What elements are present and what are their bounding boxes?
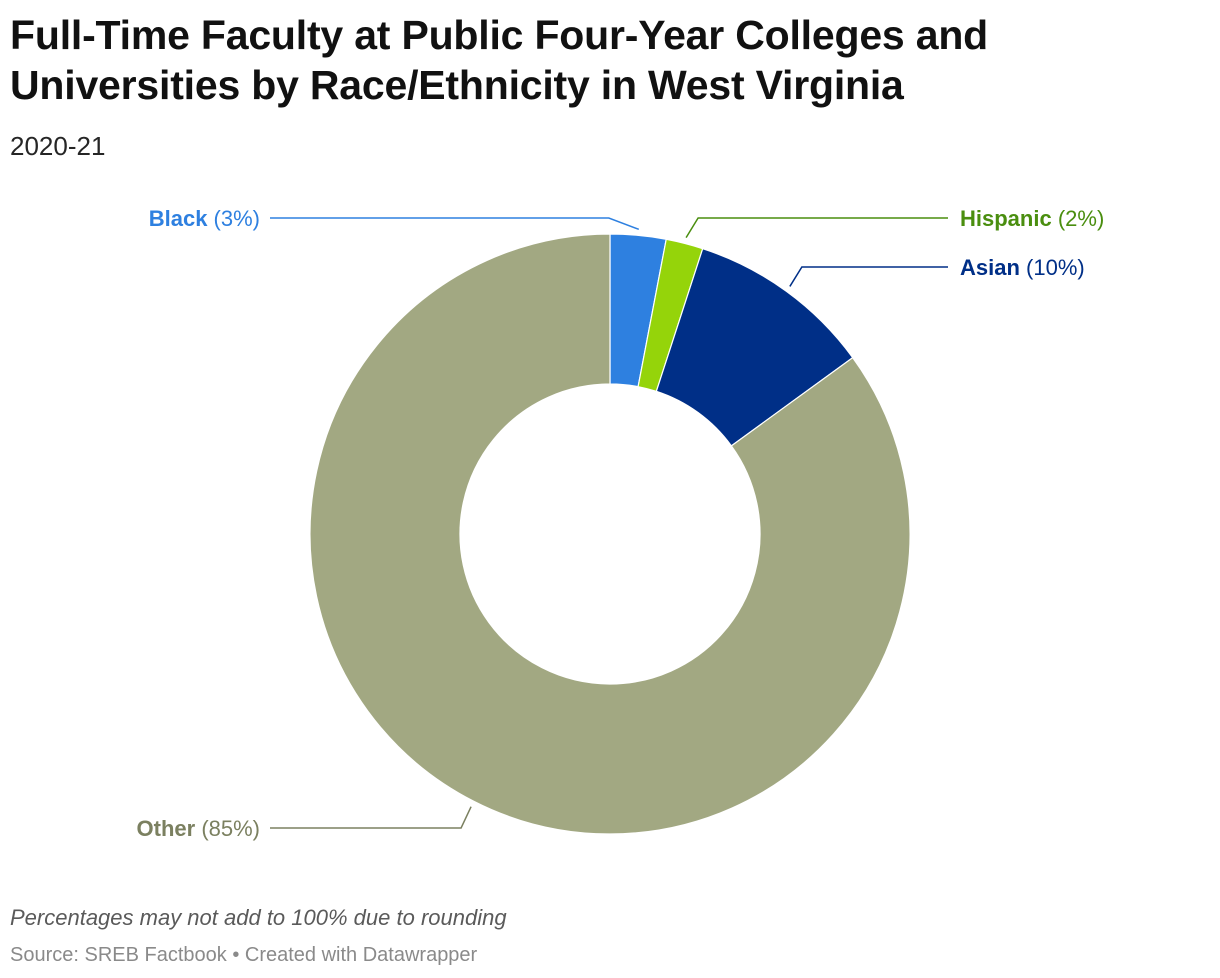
leader-line-asian	[789, 266, 948, 287]
label-value-asian: (10%)	[1020, 255, 1085, 280]
label-name-black: Black	[149, 206, 208, 231]
footnote: Percentages may not add to 100% due to r…	[10, 905, 507, 930]
label-value-black: (3%)	[207, 206, 260, 231]
label-value-other: (85%)	[195, 816, 260, 841]
label-name-hispanic: Hispanic	[960, 206, 1052, 231]
leader-line-black	[270, 217, 640, 231]
chart-title: Full-Time Faculty at Public Four-Year Co…	[10, 12, 989, 108]
chart-subtitle: 2020-21	[10, 131, 106, 161]
label-name-asian: Asian	[960, 255, 1020, 280]
leader-line-hispanic	[685, 217, 948, 239]
label-black: Black (3%)	[149, 206, 260, 231]
label-asian: Asian (10%)	[960, 255, 1085, 280]
label-other: Other (85%)	[137, 816, 260, 841]
slice-labels: Black (3%) Hispanic (2%) Asian (10%) Other …	[137, 206, 1105, 841]
slice-other[interactable]	[309, 233, 911, 835]
label-leader-lines	[270, 217, 948, 829]
label-name-other: Other	[137, 816, 196, 841]
source-credit: Source: SREB Factbook • Created with Dat…	[10, 944, 478, 966]
leader-line-other	[270, 806, 472, 829]
donut-chart: Black (3%) Hispanic (2%) Asian (10%) Other …	[137, 206, 1105, 841]
donut-slices	[309, 233, 911, 835]
label-hispanic: Hispanic (2%)	[960, 206, 1104, 231]
label-value-hispanic: (2%)	[1052, 206, 1105, 231]
